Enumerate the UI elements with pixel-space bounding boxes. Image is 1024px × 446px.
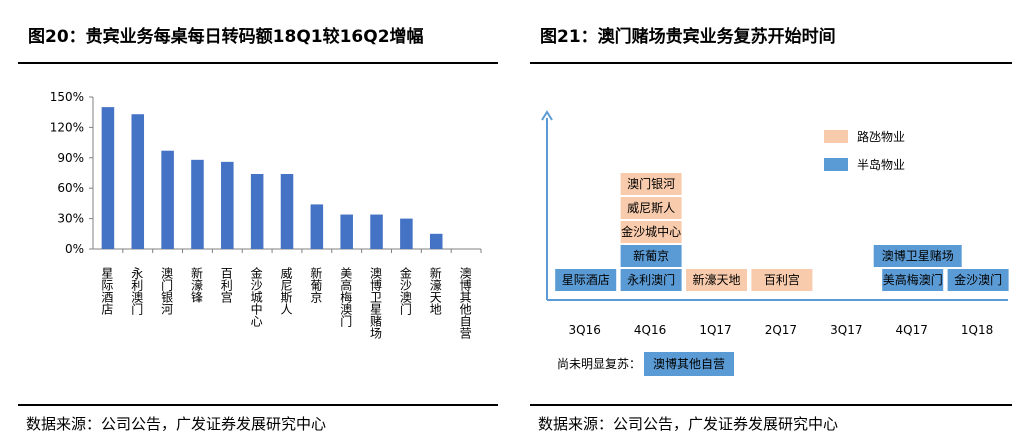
source-rule-right [530,404,1012,406]
bar [429,233,443,249]
entry-box [620,269,682,291]
x-category-label: 金沙城中心 [249,266,263,327]
x-category-label: 金沙澳门 [398,266,412,315]
x-category-label: 新葡京 [309,266,323,304]
legend-label: 路氹物业 [857,129,905,144]
entry-box [882,269,944,291]
entry-label: 新葡京 [633,248,669,263]
x-category-label: 澳博卫星赌场 [369,267,383,339]
bar [191,159,204,249]
bar [280,174,294,249]
y-tick-label: 150% [50,90,84,104]
entry-box [947,269,1009,291]
entry-box [873,245,962,267]
entry-label: 美高梅澳门 [883,272,943,287]
period-label: 3Q16 [569,323,601,337]
entry-box [620,245,682,267]
period-label: 4Q16 [634,323,666,337]
period-label: 4Q17 [896,323,928,337]
title-rule-left [18,62,498,64]
title-rule-right [530,62,1012,64]
bar [131,114,145,249]
source-rule-left [18,404,498,406]
y-tick-label: 0% [65,242,84,256]
entry-label: 新濠天地 [692,272,740,287]
entry-box [555,269,617,291]
source-left: 数据来源：公司公告，广发证券发展研究中心 [26,415,327,433]
bar [400,218,413,249]
entry-label: 威尼斯人 [627,201,675,215]
source-right: 数据来源：公司公告，广发证券发展研究中心 [538,415,839,433]
y-tick-label: 30% [57,212,84,226]
y-tick-label: 90% [57,151,84,165]
entry-box [620,197,682,219]
entry-box [686,269,747,291]
legend-swatch [824,130,848,143]
entry-label: 澳博卫星赌场 [882,248,954,263]
legend-swatch [824,158,848,171]
not-recovered-entry: 澳博其他自营 [653,356,725,371]
x-category-label: 百利宫 [219,267,233,304]
period-label: 1Q17 [699,323,731,337]
bar [370,214,383,249]
x-category-label: 澳博其他自营 [458,267,472,340]
x-category-label: 新濠锋 [189,266,203,303]
bar-chart: 0% 30% 60% 90% 120% 150% 星际酒店 永利澳门 澳门银河 新濠锋 百利宫 金沙城… [50,90,482,340]
bar [161,150,174,249]
entry-label: 百利宫 [764,272,800,287]
bar [310,204,324,249]
vertical-axis-arrow [541,110,553,121]
bar [101,107,115,249]
entry-box [620,221,682,243]
entry-label: 澳门银河 [627,176,675,191]
x-category-label: 新濠天地 [428,266,442,315]
bar [250,174,264,249]
period-label: 2Q17 [765,323,797,337]
bar [221,161,234,249]
y-tick-label: 60% [57,181,84,195]
timeline-chart: 3Q16 4Q16 1Q17 2Q17 3Q17 4Q17 1Q18 路氹物业半岛物业星际酒店… [541,110,1009,376]
y-tick-label: 120% [50,120,84,134]
x-category-label: 澳门银河 [160,267,174,315]
not-recovered-label: 尚未明显复苏： [557,357,641,371]
chart-title-right: 图21：澳门赌场贵宾业务复苏开始时间 [540,27,836,47]
period-label: 3Q17 [830,323,862,337]
x-category-label: 永利澳门 [130,267,144,315]
x-category-label: 美高梅澳门 [339,267,353,327]
entry-box [751,269,813,291]
period-label: 1Q18 [961,323,993,337]
entry-label: 金沙城中心 [621,224,681,239]
entry-box [620,173,682,195]
bar [340,214,353,249]
not-recovered-box [644,352,734,376]
entry-label: 星际酒店 [562,273,610,287]
entry-label: 金沙澳门 [954,272,1002,287]
x-category-label: 星际酒店 [100,267,114,315]
x-category-label: 威尼斯人 [279,267,293,315]
legend-label: 半岛物业 [857,157,905,172]
entry-label: 永利澳门 [627,272,675,287]
chart-title-left: 图20：贵宾业务每桌每日转码额18Q1较16Q2增幅 [28,27,424,47]
